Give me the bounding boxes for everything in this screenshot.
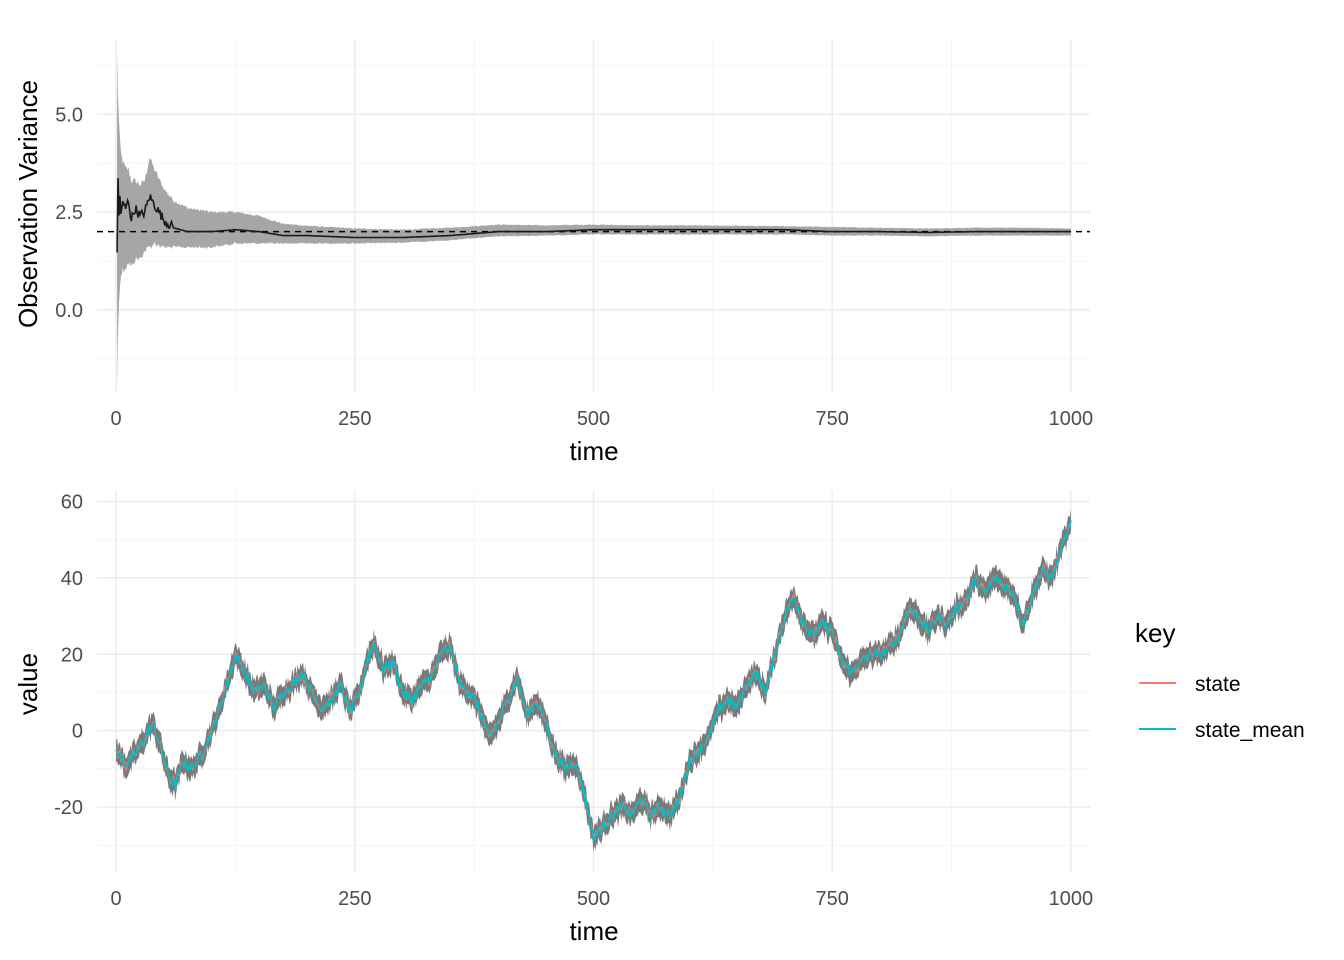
x-tick-label: 500 xyxy=(577,408,610,430)
y-tick-label: 0 xyxy=(72,721,83,743)
x-tick-label: 250 xyxy=(338,888,371,910)
x-tick-label: 750 xyxy=(816,888,849,910)
legend: key state state_mean xyxy=(1135,618,1305,742)
legend-label-state: state xyxy=(1195,673,1241,696)
variance-y-axis-title: Observation Variance xyxy=(13,80,43,328)
y-tick-label: -20 xyxy=(54,797,83,819)
state-y-tick-labels: -20 0 20 40 60 xyxy=(54,491,83,819)
state-band-area xyxy=(116,509,1071,852)
x-tick-label: 500 xyxy=(577,888,610,910)
legend-title: key xyxy=(1135,618,1175,648)
x-tick-label: 1000 xyxy=(1049,408,1094,430)
variance-panel: 0.0 2.5 5.0 0 250 500 750 1000 time Observatio… xyxy=(13,40,1093,466)
variance-x-axis-title: time xyxy=(569,436,618,466)
state-panel: -20 0 20 40 60 0 250 500 750 1000 time value xyxy=(13,490,1093,946)
variance-y-tick-labels: 0.0 2.5 5.0 xyxy=(55,104,83,322)
y-tick-label: 5.0 xyxy=(55,104,83,126)
x-tick-label: 750 xyxy=(816,408,849,430)
variance-x-tick-labels: 0 250 500 750 1000 xyxy=(111,408,1094,430)
y-tick-label: 20 xyxy=(61,644,83,666)
state-x-axis-title: time xyxy=(569,916,618,946)
x-tick-label: 0 xyxy=(111,888,122,910)
legend-label-state-mean: state_mean xyxy=(1195,719,1305,742)
y-tick-label: 0.0 xyxy=(55,300,83,322)
series-line-state-mean xyxy=(115,520,1072,842)
y-tick-label: 60 xyxy=(61,491,83,513)
y-tick-label: 2.5 xyxy=(55,202,83,224)
x-tick-label: 0 xyxy=(111,408,122,430)
variance-major-grid xyxy=(97,40,1090,392)
state-y-axis-title: value xyxy=(13,653,43,715)
state-major-grid xyxy=(97,490,1090,872)
x-tick-label: 250 xyxy=(338,408,371,430)
y-tick-label: 40 xyxy=(61,568,83,590)
variance-mean-line xyxy=(116,177,1071,253)
x-tick-label: 1000 xyxy=(1049,888,1094,910)
state-x-tick-labels: 0 250 500 750 1000 xyxy=(111,888,1094,910)
state-credible-band xyxy=(116,509,1071,852)
